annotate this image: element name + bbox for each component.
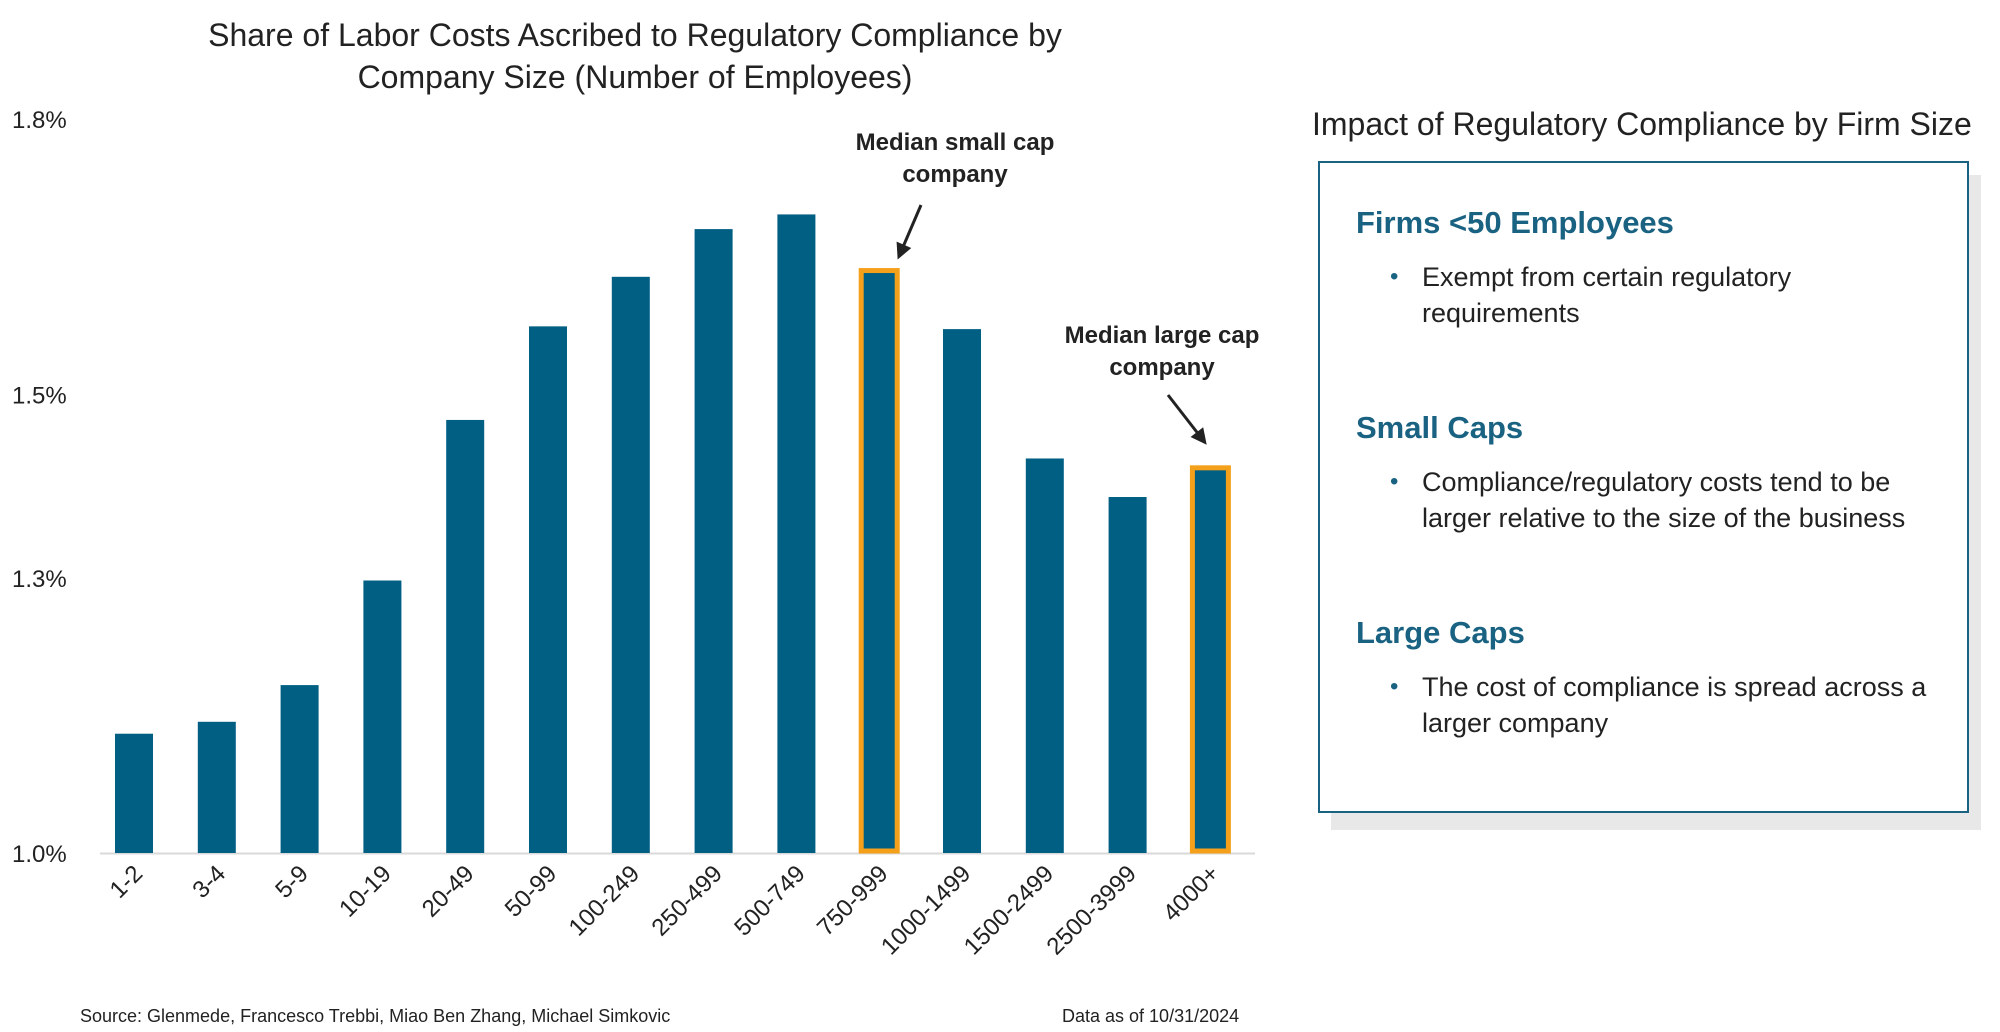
section-bullet: • Compliance/regulatory costs tend to be… [1356,464,1952,536]
x-tick-label: 50-99 [500,860,563,923]
bar [446,419,485,853]
x-tick-label: 100-249 [564,860,645,941]
bar-chart: 1.0% 1.3% 1.5% 1.8% 1-2 3-4 5-9 10-19 20-49 50-99… [12,107,1260,960]
x-tick-label: 10-19 [334,860,397,923]
footer-date: Data as of 10/31/2024 [1062,1006,1240,1026]
bar [529,326,567,854]
annotation-arrowhead [1190,427,1207,445]
x-tick-label: 250-499 [646,860,727,941]
x-tick-label: 20-49 [417,860,480,923]
annotation-label: company [902,161,1008,188]
section-bullet-text: The cost of compliance is spread across … [1422,672,1927,738]
annotation-arrowhead [896,241,912,260]
bar [363,580,402,853]
impact-panel: Firms <50 Employees • Exempt from certai… [1318,161,1969,813]
x-tick-label: 1-2 [105,860,149,904]
highlighted-bar [858,268,900,854]
x-tick-label: 1000-1499 [876,860,976,960]
y-tick-label: 1.3% [12,566,67,593]
highlighted-bar [1189,465,1231,854]
panel-section-small-caps: Small Caps • Compliance/regulatory costs… [1356,408,1952,536]
annotation-label: Median large cap [1065,322,1260,349]
section-bullet: • Exempt from certain regulatory require… [1356,259,1952,331]
x-tick-label: 5-9 [270,860,314,904]
panel-section-large-caps: Large Caps • The cost of compliance is s… [1356,613,1952,741]
chart-title-line-1: Share of Labor Costs Ascribed to Regulat… [208,17,1062,53]
bar [280,685,319,853]
bar [611,276,650,853]
bar [1108,497,1147,853]
section-bullet: • The cost of compliance is spread acros… [1356,669,1952,741]
section-heading: Small Caps [1356,410,1524,445]
x-tick-label: 500-749 [729,860,810,941]
bullet-dot-icon: • [1390,468,1399,495]
bullet-dot-icon: • [1390,673,1399,700]
section-bullet-text: Exempt from certain regulatory requireme… [1422,262,1792,328]
annotation-label: Median small cap [856,129,1055,156]
chart-title-line-2: Company Size (Number of Employees) [357,59,913,95]
bar [943,329,981,853]
bar [115,733,153,853]
x-tick-label: 2500-3999 [1042,860,1142,960]
bar [197,721,236,853]
section-heading: Firms <50 Employees [1356,205,1674,240]
panel-section-firms-under-50: Firms <50 Employees • Exempt from certai… [1356,203,1952,331]
x-tick-label: 4000+ [1158,860,1225,927]
footer-source: Source: Glenmede, Francesco Trebbi, Miao… [80,1006,671,1026]
y-tick-label: 1.0% [12,841,67,868]
chart-title: Share of Labor Costs Ascribed to Regulat… [140,14,1130,98]
bar [694,229,733,854]
x-tick-label: 1500-2499 [959,860,1059,960]
bar [1025,458,1064,853]
x-tick-label: 3-4 [187,860,231,904]
y-tick-label: 1.8% [12,107,67,134]
panel-title: Impact of Regulatory Compliance by Firm … [1312,106,1972,142]
x-tick-label: 750-999 [812,860,893,941]
bullet-dot-icon: • [1390,263,1399,290]
bar [777,214,816,854]
annotation-label: company [1109,354,1215,381]
section-heading: Large Caps [1356,615,1525,650]
section-bullet-text: Compliance/regulatory costs tend to be l… [1422,467,1906,533]
y-tick-label: 1.5% [12,382,67,409]
